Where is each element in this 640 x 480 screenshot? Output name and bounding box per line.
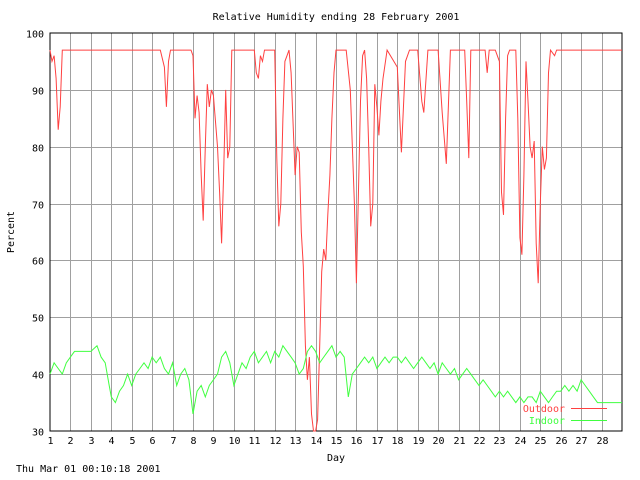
x-tick-label: 11 bbox=[248, 436, 260, 447]
x-tick-label: 25 bbox=[534, 436, 546, 447]
y-tick-label: 80 bbox=[32, 144, 44, 155]
footer-timestamp: Thu Mar 01 00:10:18 2001 bbox=[16, 464, 161, 475]
x-tick-label: 2 bbox=[67, 436, 73, 447]
x-tick-label: 15 bbox=[330, 436, 342, 447]
y-tick-label: 50 bbox=[32, 314, 44, 325]
x-tick-label: 10 bbox=[228, 436, 240, 447]
chart-title: Relative Humidity ending 28 February 200… bbox=[213, 12, 460, 23]
y-tick-label: 40 bbox=[32, 371, 44, 382]
x-tick-label: 23 bbox=[493, 436, 505, 447]
x-tick-label: 7 bbox=[170, 436, 176, 447]
x-tick-label: 9 bbox=[210, 436, 216, 447]
plot-frame bbox=[49, 32, 623, 432]
x-tick-label: 3 bbox=[88, 436, 94, 447]
x-tick-label: 6 bbox=[149, 436, 155, 447]
axis-ticks: 1 2 3 4 5 6 7 8 9 10 11 12 13 14 15 16 17 18 19 20 21 22 23 24 2… bbox=[26, 30, 609, 448]
grid bbox=[50, 33, 622, 431]
x-tick-label: 1 bbox=[47, 436, 53, 447]
legend-label-indoor: Indoor bbox=[529, 416, 565, 427]
y-tick-label: 30 bbox=[32, 428, 44, 439]
x-tick-label: 19 bbox=[412, 436, 424, 447]
x-tick-label: 16 bbox=[350, 436, 362, 447]
x-tick-label: 14 bbox=[310, 436, 322, 447]
x-tick-label: 28 bbox=[596, 436, 608, 447]
x-tick-label: 26 bbox=[555, 436, 567, 447]
y-axis-label: Percent bbox=[6, 211, 17, 253]
x-tick-label: 5 bbox=[129, 436, 135, 447]
x-tick-label: 24 bbox=[514, 436, 526, 447]
y-tick-label: 70 bbox=[32, 201, 44, 212]
x-tick-label: 21 bbox=[453, 436, 465, 447]
x-tick-label: 20 bbox=[432, 436, 444, 447]
legend-label-outdoor: Outdoor bbox=[523, 404, 565, 415]
x-tick-label: 27 bbox=[575, 436, 587, 447]
x-tick-label: 22 bbox=[473, 436, 485, 447]
x-tick-label: 13 bbox=[289, 436, 301, 447]
x-axis-label: Day bbox=[327, 453, 345, 464]
y-tick-label: 60 bbox=[32, 257, 44, 268]
x-tick-label: 8 bbox=[190, 436, 196, 447]
x-tick-label: 18 bbox=[391, 436, 403, 447]
series-line-indoor bbox=[49, 344, 622, 414]
series-lines bbox=[49, 48, 622, 432]
x-tick-label: 4 bbox=[108, 436, 114, 447]
x-tick-label: 17 bbox=[371, 436, 383, 447]
y-tick-label: 90 bbox=[32, 87, 44, 98]
y-tick-label: 100 bbox=[26, 30, 44, 41]
x-tick-label: 12 bbox=[269, 436, 281, 447]
series-line-outdoor bbox=[49, 48, 622, 432]
